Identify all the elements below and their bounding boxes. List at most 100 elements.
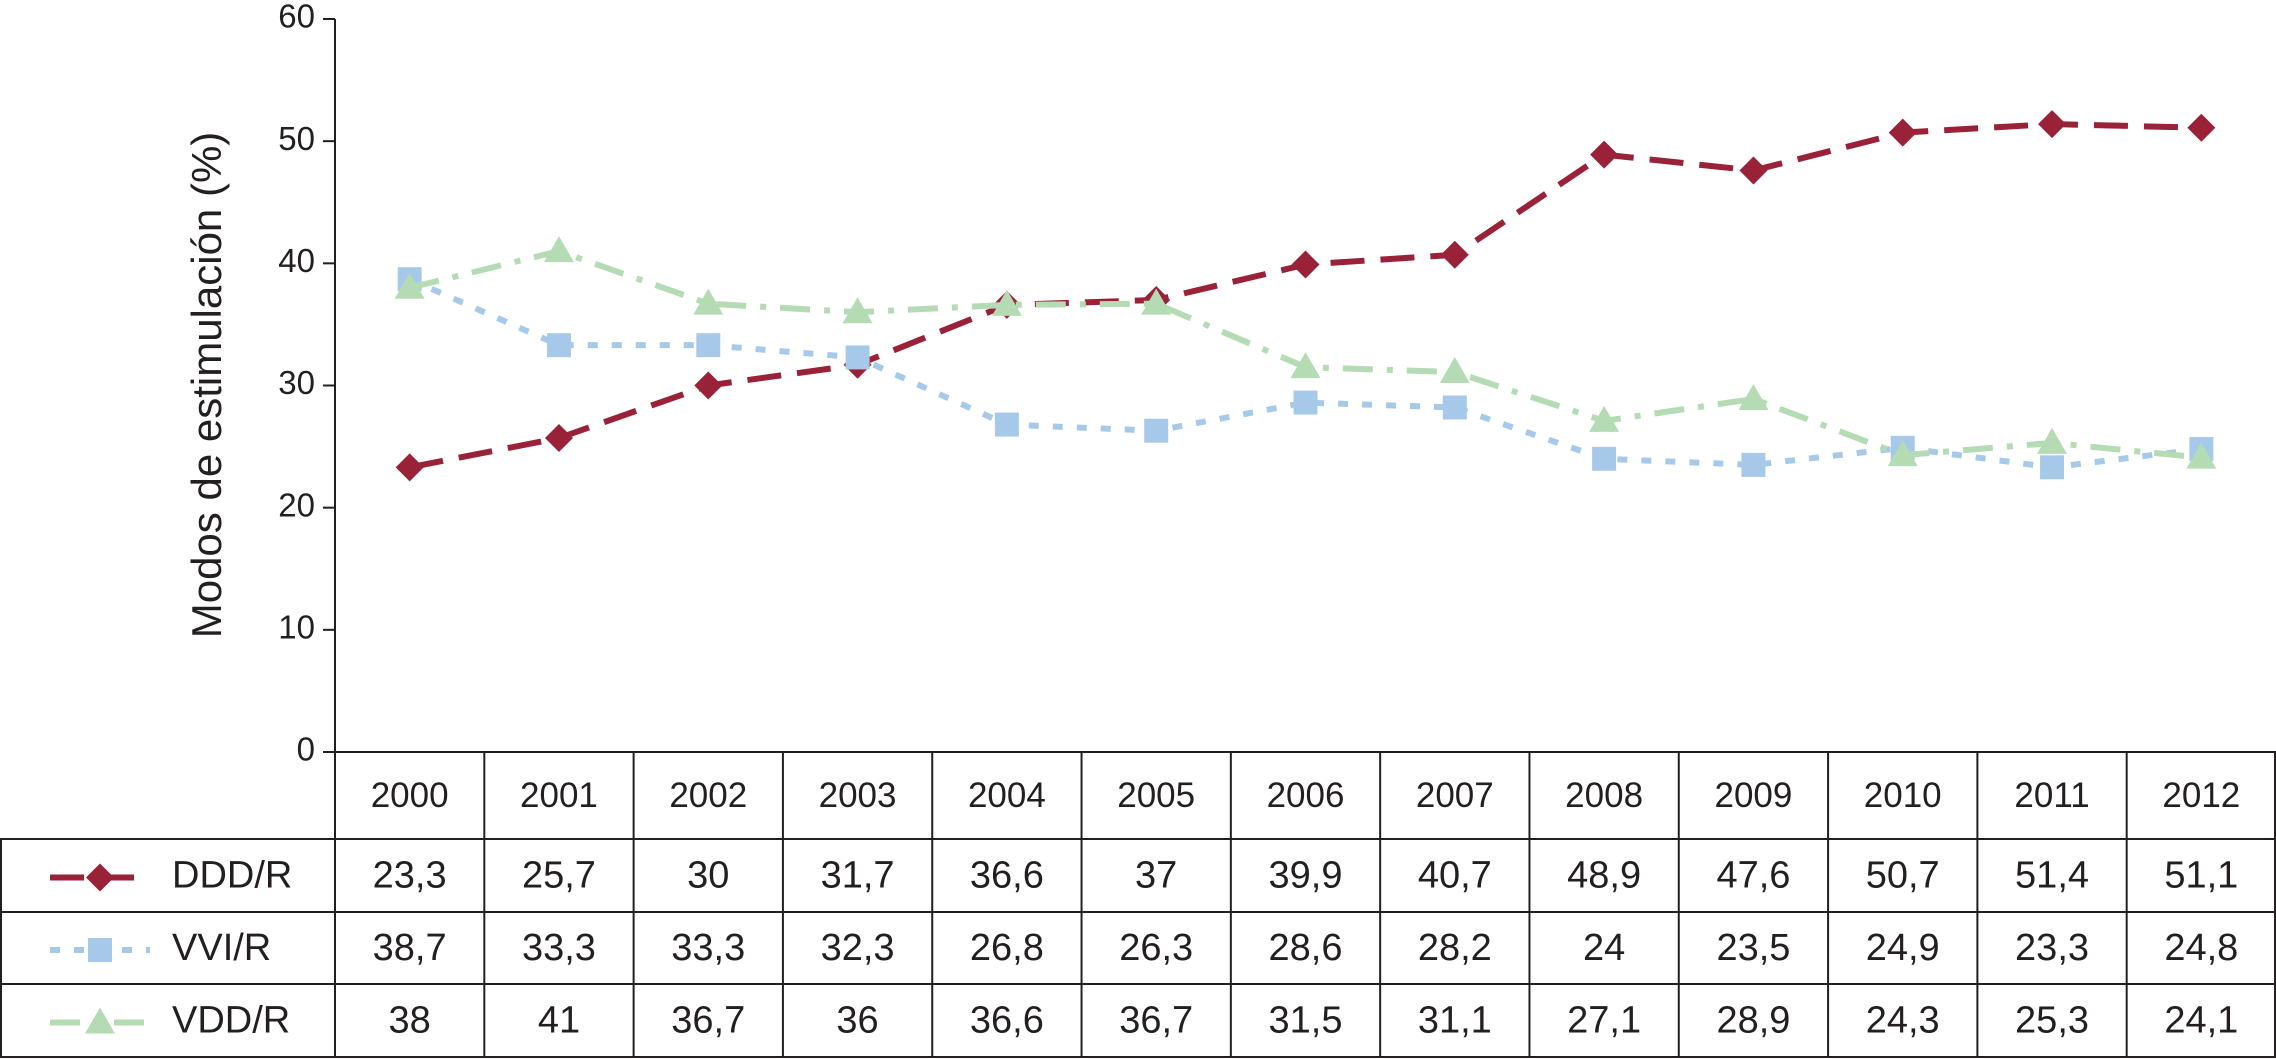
data-point: [1739, 156, 1768, 185]
table-value: 36: [836, 1000, 878, 1042]
table-value: 33,3: [522, 927, 596, 969]
table-value: 51,1: [2164, 855, 2238, 897]
x-tick-label: 2000: [371, 776, 449, 815]
data-point: [1144, 418, 1169, 443]
table-value: 27,1: [1567, 1000, 1641, 1042]
data-point: [546, 333, 571, 358]
table-value: 36,7: [671, 1000, 745, 1042]
table-value: 23,5: [1716, 927, 1790, 969]
table-value: 24,8: [2164, 927, 2238, 969]
legend-label: VDD/R: [172, 1000, 290, 1042]
table-value: 36,6: [970, 1000, 1044, 1042]
table-value: 48,9: [1567, 855, 1641, 897]
legend-label: DDD/R: [172, 855, 292, 897]
x-tick-label: 2004: [968, 776, 1046, 815]
data-point: [1888, 118, 1917, 147]
x-tick-label: 2012: [2162, 776, 2240, 815]
data-point: [543, 236, 574, 263]
x-tick-label: 2001: [520, 776, 598, 815]
data-point: [544, 424, 573, 453]
x-tick-label: 2010: [1864, 776, 1942, 815]
table-value: 41: [538, 1000, 580, 1042]
data-point: [991, 289, 1022, 316]
y-tick-label: 60: [278, 0, 315, 35]
y-tick-label: 50: [278, 120, 315, 157]
table-value: 36,7: [1119, 1000, 1193, 1042]
data-point: [1741, 452, 1766, 477]
y-tick-label: 20: [278, 486, 315, 523]
data-point: [395, 453, 424, 482]
data-point: [994, 412, 1019, 437]
table-value: 23,3: [373, 855, 447, 897]
y-tick-label: 30: [278, 364, 315, 401]
table-value: 38: [389, 1000, 431, 1042]
table-value: 28,9: [1716, 1000, 1790, 1042]
data-point: [1290, 352, 1321, 379]
data-point: [1887, 440, 1918, 467]
data-point: [1442, 395, 1467, 420]
table-value: 25,7: [522, 855, 596, 897]
table-value: 24: [1583, 927, 1625, 969]
data-point: [2038, 110, 2067, 139]
table-value: 24,1: [2164, 1000, 2238, 1042]
table-value: 39,9: [1269, 855, 1343, 897]
table-value: 51,4: [2015, 855, 2089, 897]
data-point: [1590, 140, 1619, 169]
x-tick-label: 2005: [1117, 776, 1195, 815]
data-point: [2186, 442, 2217, 469]
data-point: [693, 288, 724, 315]
data-point: [845, 345, 870, 370]
table-value: 37: [1135, 855, 1177, 897]
legend-marker: [86, 863, 114, 892]
data-point: [2187, 113, 2216, 142]
table-value: 28,6: [1269, 927, 1343, 969]
legend-marker: [85, 1007, 115, 1034]
y-tick-label: 40: [278, 242, 315, 279]
table-value: 50,7: [1866, 855, 1940, 897]
data-point: [394, 272, 425, 299]
data-point: [1440, 240, 1469, 269]
table-value: 31,7: [821, 855, 895, 897]
data-point: [696, 333, 721, 358]
table-value: 36,6: [970, 855, 1044, 897]
x-tick-label: 2007: [1416, 776, 1494, 815]
data-point: [2037, 427, 2068, 454]
table-value: 31,1: [1418, 1000, 1492, 1042]
table-value: 31,5: [1269, 1000, 1343, 1042]
x-tick-label: 2002: [669, 776, 747, 815]
table-value: 30: [687, 855, 729, 897]
table-value: 26,8: [970, 927, 1044, 969]
x-tick-label: 2009: [1714, 776, 1792, 815]
table-value: 26,3: [1119, 927, 1193, 969]
x-tick-label: 2003: [819, 776, 897, 815]
data-point: [1439, 357, 1470, 384]
data-point: [1291, 250, 1320, 279]
table-value: 38,7: [373, 927, 447, 969]
data-point: [842, 297, 873, 324]
data-point: [1592, 446, 1617, 471]
table-value: 24,3: [1866, 1000, 1940, 1042]
table-value: 23,3: [2015, 927, 2089, 969]
table-value: 32,3: [821, 927, 895, 969]
data-point: [1589, 405, 1620, 432]
x-tick-label: 2006: [1267, 776, 1345, 815]
x-tick-label: 2008: [1565, 776, 1643, 815]
y-axis-title: Modos de estimulación (%): [183, 132, 230, 639]
data-point: [1141, 288, 1172, 315]
y-tick-label: 10: [278, 609, 315, 646]
data-point: [694, 371, 723, 400]
table-value: 24,9: [1866, 927, 1940, 969]
data-point: [2040, 455, 2065, 480]
legend-marker: [88, 938, 112, 962]
data-point: [1738, 383, 1769, 410]
table-value: 47,6: [1716, 855, 1790, 897]
data-point: [1293, 390, 1318, 415]
table-value: 33,3: [671, 927, 745, 969]
table-value: 28,2: [1418, 927, 1492, 969]
y-tick-label: 0: [297, 731, 315, 768]
table-value: 25,3: [2015, 1000, 2089, 1042]
x-tick-label: 2011: [2014, 776, 2089, 815]
legend-label: VVI/R: [172, 927, 271, 969]
table-value: 40,7: [1418, 855, 1492, 897]
